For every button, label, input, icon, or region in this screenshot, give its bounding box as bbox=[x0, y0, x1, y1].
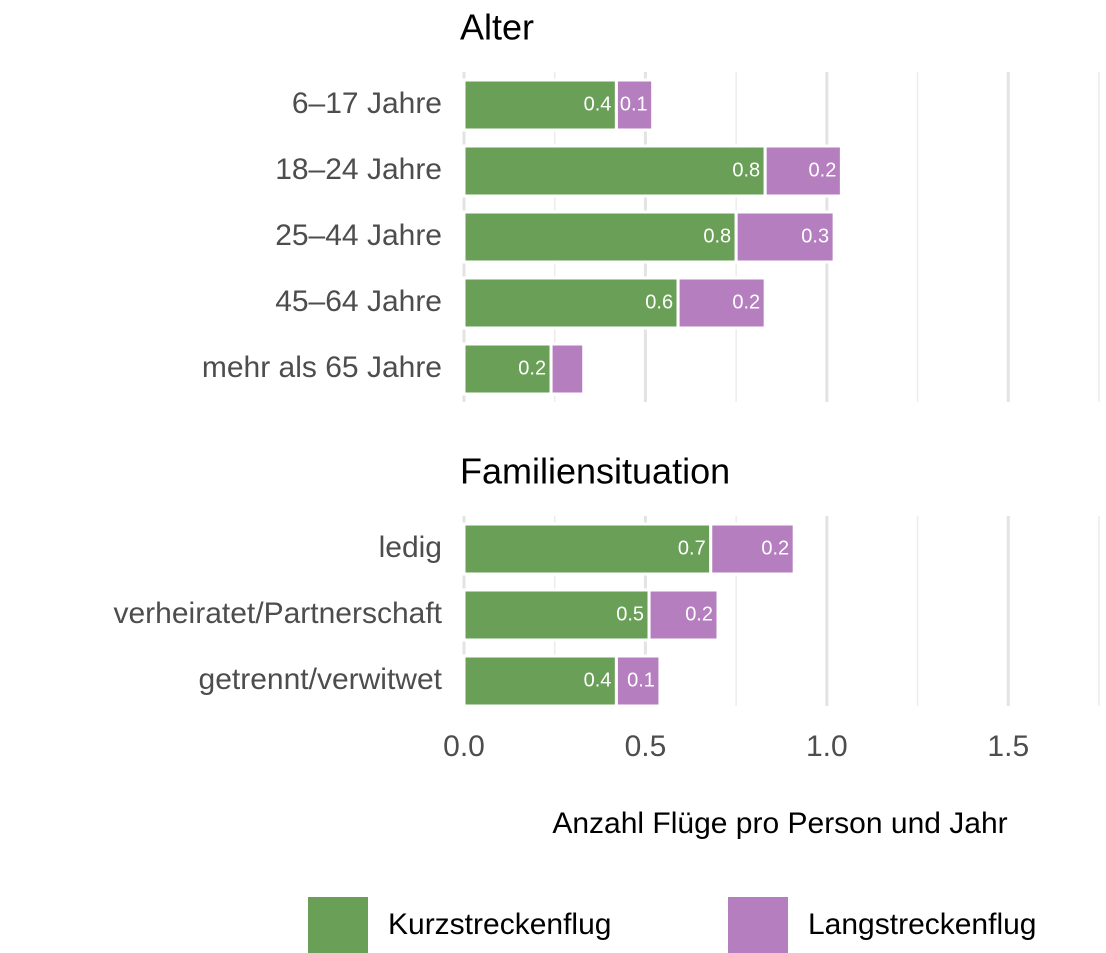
data-label: 0.2 bbox=[685, 603, 713, 625]
y-tick-label: getrennt/verwitwet bbox=[199, 663, 443, 696]
data-label: 0.4 bbox=[584, 93, 612, 115]
bar-segment bbox=[709, 522, 796, 576]
data-label: 0.3 bbox=[801, 225, 829, 247]
data-label: 0.1 bbox=[620, 93, 648, 115]
bar-segment bbox=[734, 210, 836, 264]
bar-segment bbox=[614, 654, 662, 708]
y-tick-label: 6–17 Jahre bbox=[292, 87, 442, 120]
data-label: 0.2 bbox=[732, 291, 760, 313]
data-label: 0.8 bbox=[703, 225, 731, 247]
bar-segment bbox=[462, 78, 618, 132]
data-label: 0.4 bbox=[584, 669, 612, 691]
bar-segment bbox=[614, 78, 655, 132]
data-label: 0.8 bbox=[732, 159, 760, 181]
data-label: 0.2 bbox=[809, 159, 837, 181]
data-label: 0.5 bbox=[616, 603, 644, 625]
legend-label: Langstreckenflug bbox=[808, 908, 1037, 941]
bar-segment bbox=[462, 588, 651, 642]
x-tick-label: 0.0 bbox=[443, 730, 485, 763]
x-tick-label: 0.5 bbox=[625, 730, 667, 763]
bar-segment bbox=[462, 210, 738, 264]
x-axis-title: Anzahl Flüge pro Person und Jahr bbox=[552, 807, 1007, 840]
panel-title: Familiensituation bbox=[460, 451, 730, 492]
data-label: 0.7 bbox=[678, 537, 706, 559]
data-label: 0.2 bbox=[761, 537, 789, 559]
panel-title: Alter bbox=[460, 7, 534, 48]
x-tick-label: 1.5 bbox=[987, 730, 1029, 763]
y-tick-label: 18–24 Jahre bbox=[275, 153, 442, 186]
legend-swatch bbox=[728, 897, 788, 953]
data-label: 0.1 bbox=[627, 669, 655, 691]
bar-segment bbox=[462, 654, 618, 708]
data-label: 0.2 bbox=[518, 357, 546, 379]
bar-segment bbox=[647, 588, 720, 642]
y-tick-label: 45–64 Jahre bbox=[275, 285, 442, 318]
y-tick-label: verheiratet/Partnerschaft bbox=[114, 597, 443, 630]
bar-segment bbox=[462, 144, 767, 198]
bar-segment bbox=[462, 522, 713, 576]
bar-segment bbox=[763, 144, 843, 198]
bar-segment bbox=[462, 342, 553, 396]
bar-segment bbox=[549, 342, 586, 396]
bar-segment bbox=[676, 276, 767, 330]
y-tick-label: mehr als 65 Jahre bbox=[202, 351, 442, 384]
legend-swatch bbox=[308, 897, 368, 953]
y-tick-label: 25–44 Jahre bbox=[275, 219, 442, 252]
legend-label: Kurzstreckenflug bbox=[388, 908, 611, 941]
y-tick-label: ledig bbox=[379, 531, 442, 564]
data-label: 0.6 bbox=[645, 291, 673, 313]
x-tick-label: 1.0 bbox=[806, 730, 848, 763]
